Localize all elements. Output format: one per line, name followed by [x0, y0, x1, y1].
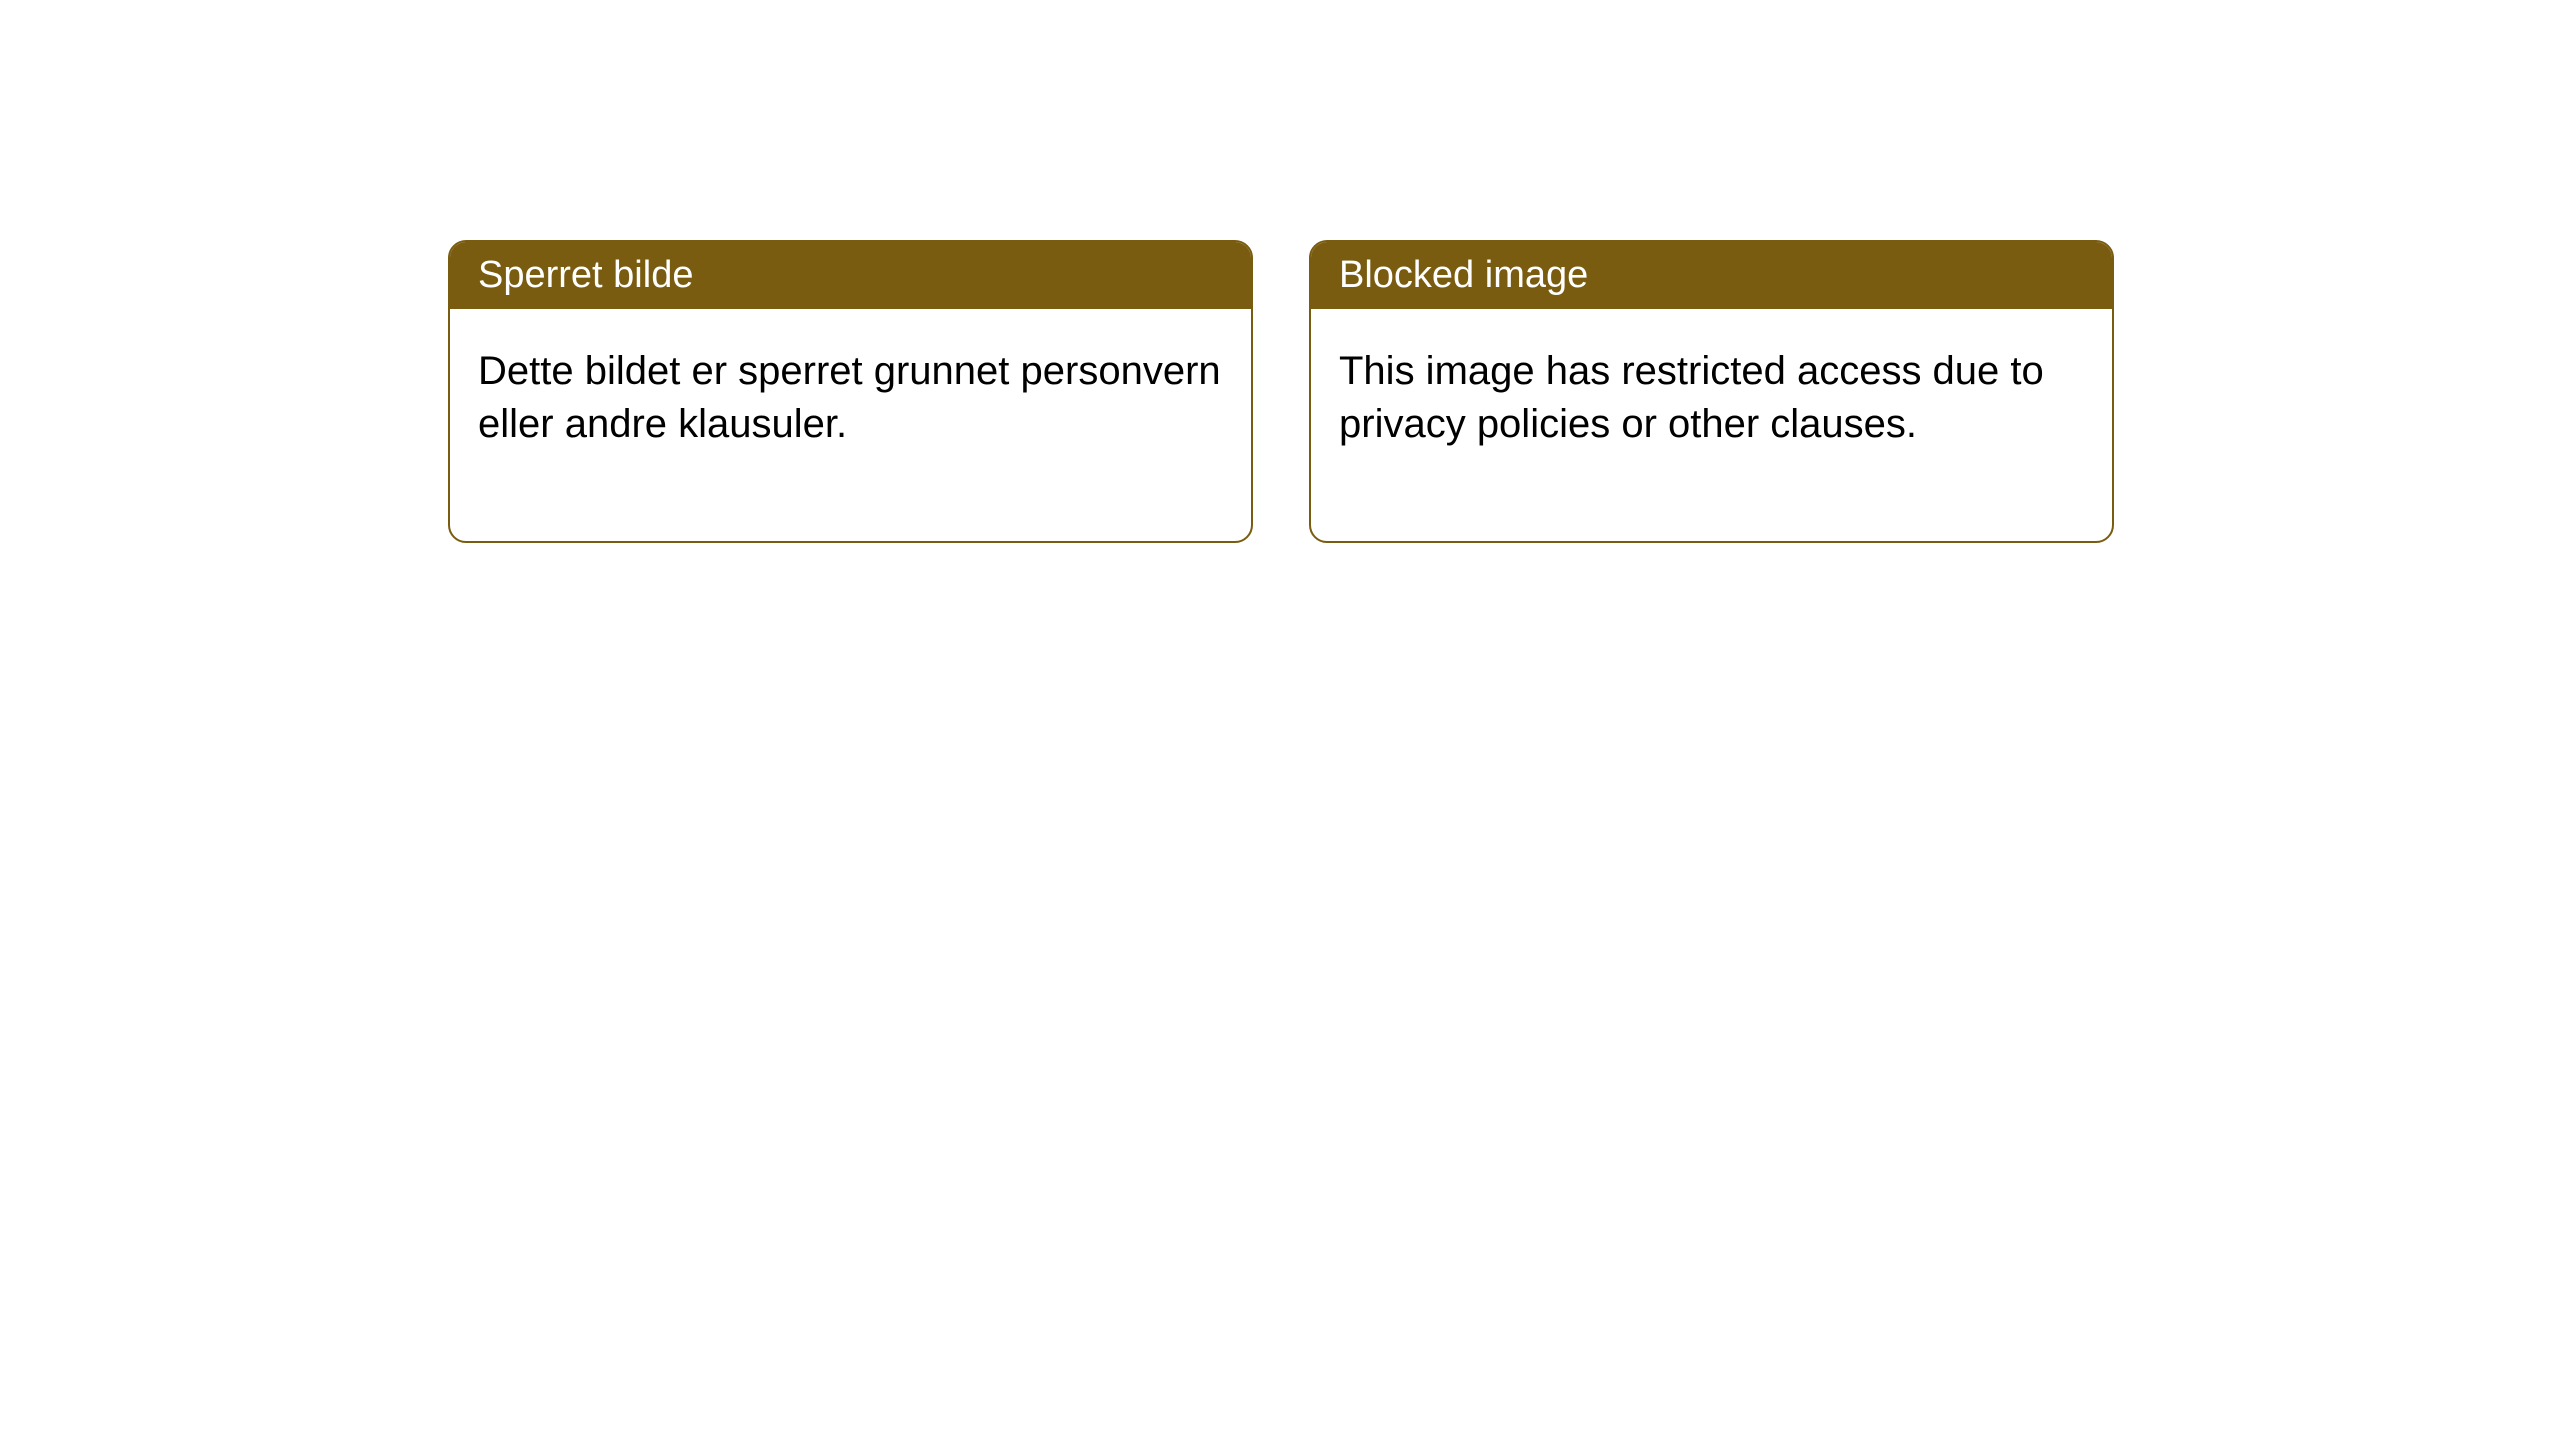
card-body-en: This image has restricted access due to … [1311, 309, 2112, 541]
card-title-en: Blocked image [1311, 242, 2112, 309]
blocked-image-card-en: Blocked image This image has restricted … [1309, 240, 2114, 543]
card-body-no: Dette bildet er sperret grunnet personve… [450, 309, 1251, 541]
card-title-no: Sperret bilde [450, 242, 1251, 309]
notice-cards-container: Sperret bilde Dette bildet er sperret gr… [448, 240, 2114, 543]
blocked-image-card-no: Sperret bilde Dette bildet er sperret gr… [448, 240, 1253, 543]
